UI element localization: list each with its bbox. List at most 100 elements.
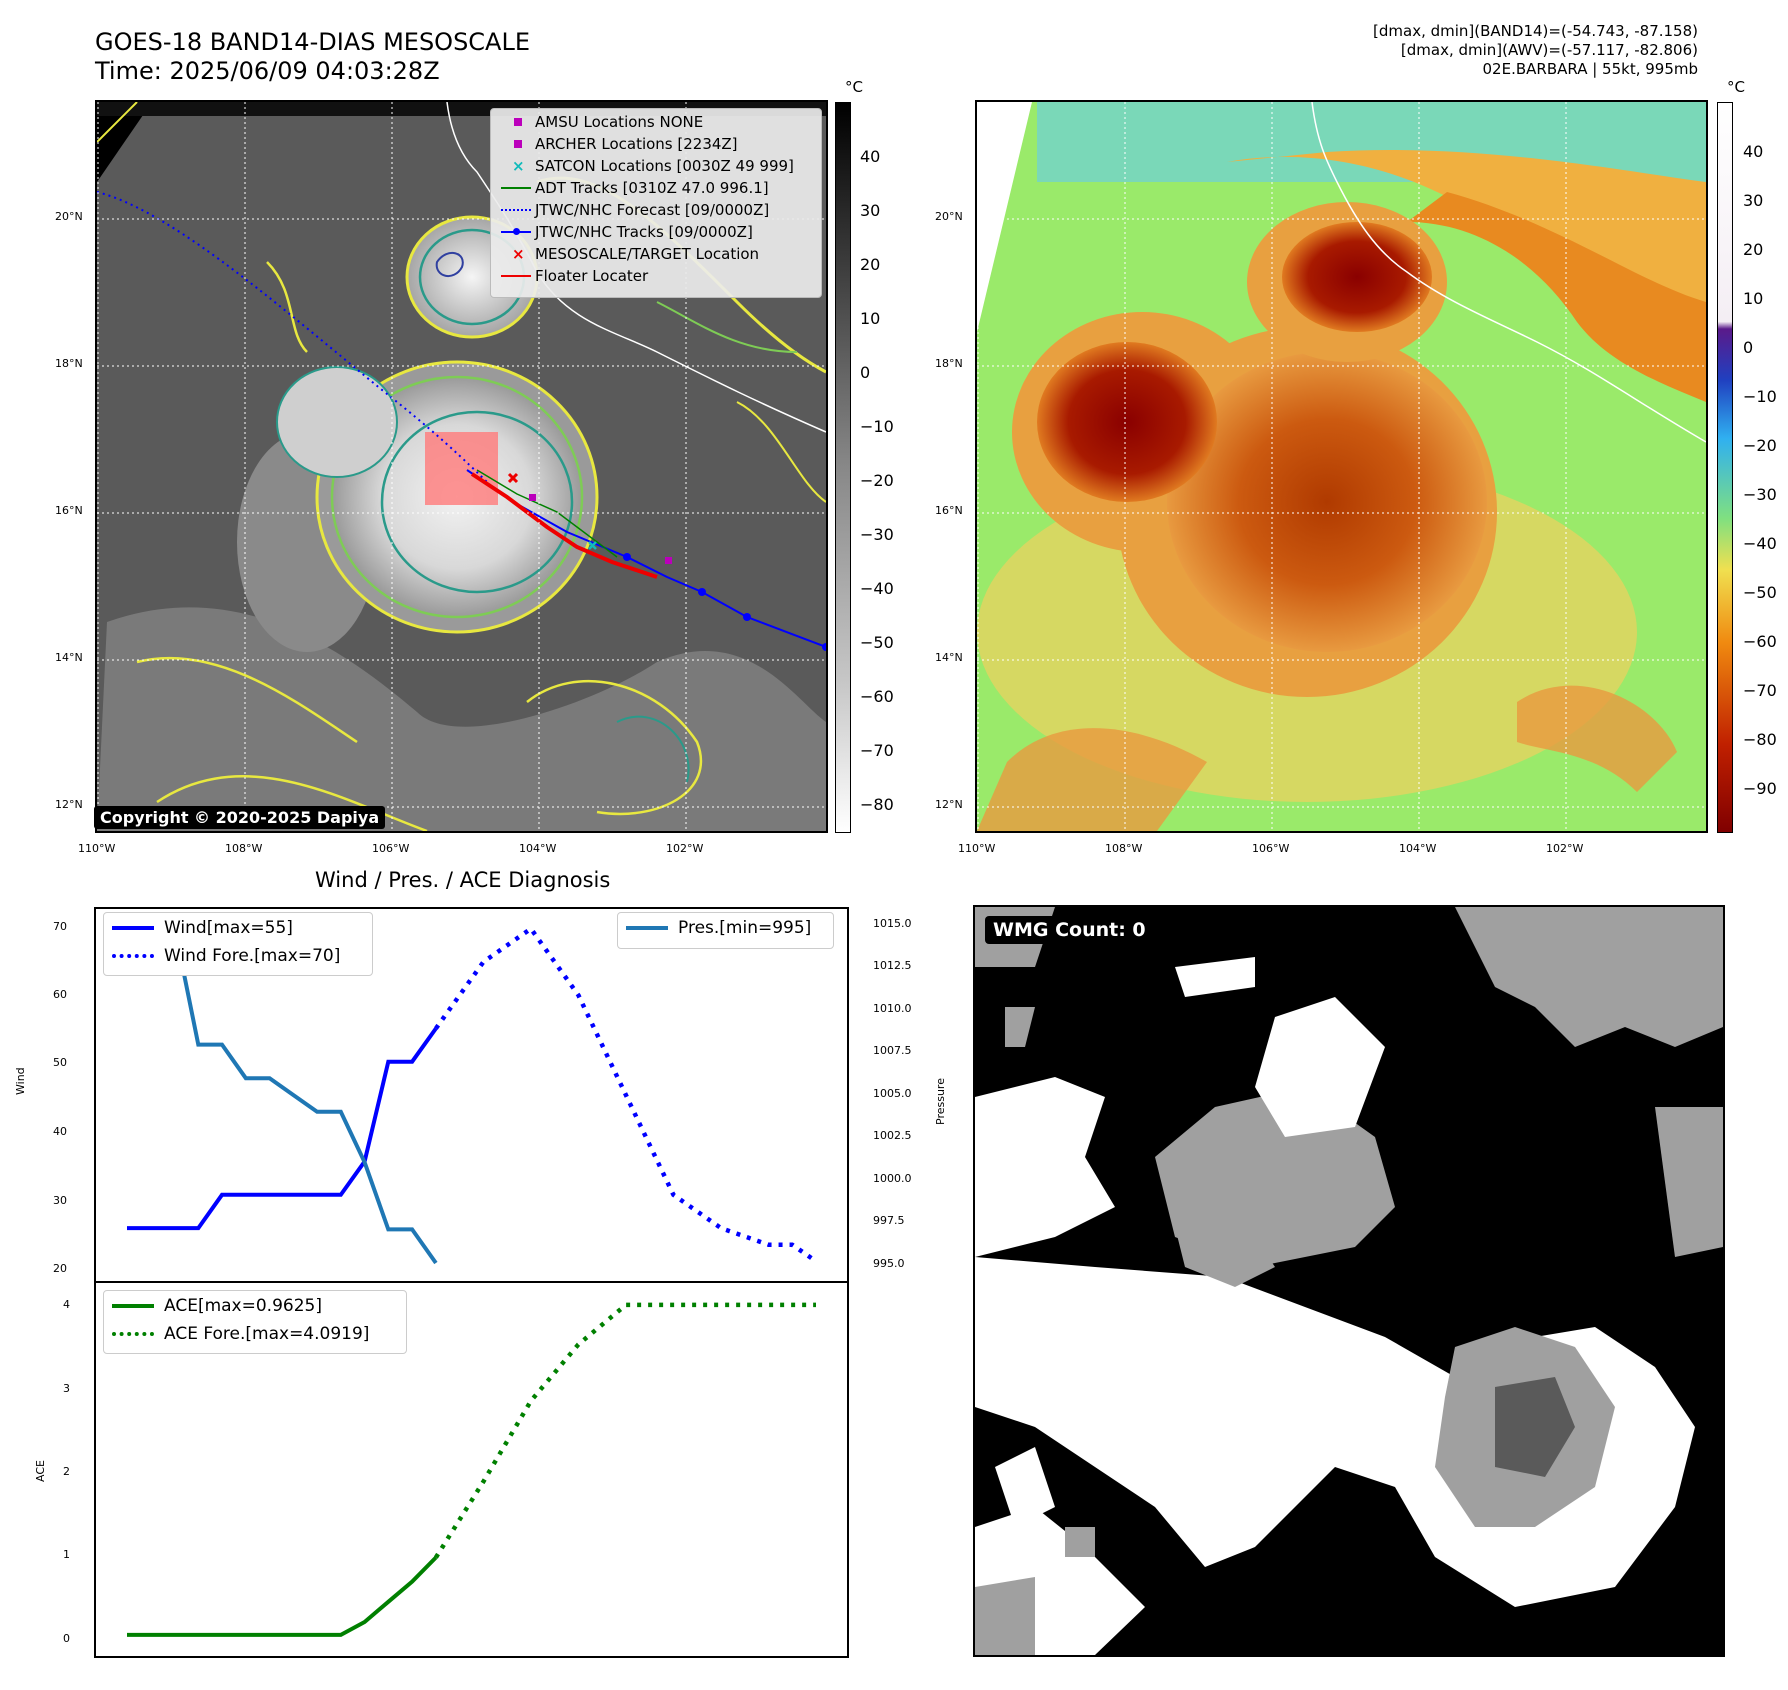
legend-item-floater: Floater Locater	[499, 265, 648, 287]
legend-item-tracks: JTWC/NHC Tracks [09/0000Z]	[499, 221, 753, 243]
pressure-tick: 995.0	[873, 1257, 905, 1270]
title-line-1: GOES-18 BAND14-DIAS MESOSCALE	[95, 28, 531, 56]
red-x-icon: ×	[512, 245, 525, 263]
lon-label: 106°W	[372, 842, 410, 855]
blue-line-dot-icon	[499, 221, 535, 243]
ace-tick: 1	[63, 1548, 70, 1561]
ir-map-panel	[95, 100, 828, 833]
magenta-square-icon	[499, 133, 535, 155]
copyright-badge: Copyright © 2020-2025 Dapiya	[94, 806, 386, 829]
colorbar-tick: 20	[1743, 240, 1764, 259]
legend-item-wind-forecast: Wind Fore.[max=70]	[112, 946, 340, 966]
ir-legend: AMSU Locations NONE ARCHER Locations [22…	[490, 108, 822, 298]
lon-label: 106°W	[1252, 842, 1290, 855]
stats-line-2: [dmax, dmin](AWV)=(-57.117, -82.806)	[1400, 41, 1698, 59]
awv-colorbar-unit: °C	[1727, 78, 1745, 96]
colorbar-tick: −10	[1743, 387, 1777, 406]
figure-title: GOES-18 BAND14-DIAS MESOSCALE Time: 2025…	[95, 28, 530, 86]
magenta-square-icon	[499, 111, 535, 133]
wind-legend: Wind[max=55] Wind Fore.[max=70]	[103, 912, 373, 976]
wmg-map-image	[975, 907, 1723, 1655]
pressure-tick: 1012.5	[873, 959, 912, 972]
blue-dotted-line-icon	[112, 954, 154, 958]
lat-label: 12°N	[935, 798, 963, 811]
colorbar-tick: 0	[1743, 338, 1754, 357]
pressure-legend: Pres.[min=995]	[617, 912, 834, 949]
colorbar-tick: −30	[1743, 485, 1777, 504]
lat-label: 14°N	[55, 651, 83, 664]
legend-item-archer: ARCHER Locations [2234Z]	[499, 133, 738, 155]
legend-item-ace-forecast: ACE Fore.[max=4.0919]	[112, 1324, 369, 1344]
legend-item-adt: ADT Tracks [0310Z 47.0 996.1]	[499, 177, 769, 199]
ace-tick: 3	[63, 1382, 70, 1395]
lat-label: 18°N	[935, 357, 963, 370]
green-dotted-line-icon	[112, 1332, 154, 1336]
pressure-tick: 997.5	[873, 1214, 905, 1227]
lon-label: 102°W	[666, 842, 704, 855]
awv-map-panel	[975, 100, 1708, 833]
cyan-x-icon: ×	[512, 157, 525, 175]
colorbar-tick: −50	[1743, 583, 1777, 602]
colorbar-tick: 10	[1743, 289, 1764, 308]
colorbar-tick: 40	[860, 147, 881, 166]
pressure-tick: 1007.5	[873, 1044, 912, 1057]
ir-colorbar	[835, 102, 851, 833]
colorbar-tick: −20	[1743, 436, 1777, 455]
ace-tick: 4	[63, 1298, 70, 1311]
colorbar-tick: −10	[860, 417, 894, 436]
colorbar-tick: −70	[860, 741, 894, 760]
colorbar-tick: −60	[860, 687, 894, 706]
lat-label: 16°N	[935, 504, 963, 517]
lat-label: 14°N	[935, 651, 963, 664]
wind-tick: 20	[53, 1262, 67, 1275]
lon-label: 104°W	[1399, 842, 1437, 855]
wind-axis-label: Wind	[14, 1067, 27, 1095]
colorbar-tick: 30	[860, 201, 881, 220]
lat-label: 20°N	[55, 210, 83, 223]
ace-series-line	[127, 1556, 438, 1637]
wind-forecast-series-line	[434, 925, 818, 1264]
legend-item-satcon: × SATCON Locations [0030Z 49 999]	[499, 155, 794, 177]
ace-forecast-series-line	[433, 1302, 816, 1559]
colorbar-tick: −60	[1743, 632, 1777, 651]
pressure-axis-label: Pressure	[934, 1078, 947, 1125]
blue-dotted-line-icon	[499, 199, 535, 221]
stats-line-3: 02E.BARBARA | 55kt, 995mb	[1482, 60, 1698, 78]
ace-legend: ACE[max=0.9625] ACE Fore.[max=4.0919]	[103, 1290, 407, 1354]
ace-plot-frame	[94, 1281, 849, 1658]
wind-tick: 70	[53, 920, 67, 933]
colorbar-tick: −70	[1743, 681, 1777, 700]
ace-tick: 2	[63, 1465, 70, 1478]
legend-item-forecast: JTWC/NHC Forecast [09/0000Z]	[499, 199, 769, 221]
blue-line-icon	[112, 926, 154, 930]
awv-map-image	[977, 102, 1706, 831]
pressure-tick: 1000.0	[873, 1172, 912, 1185]
legend-item-wind: Wind[max=55]	[112, 918, 293, 938]
awv-colorbar	[1717, 102, 1733, 833]
wmg-map-panel	[973, 905, 1725, 1657]
pressure-tick: 1002.5	[873, 1129, 912, 1142]
title-line-2: Time: 2025/06/09 04:03:28Z	[95, 57, 440, 85]
colorbar-tick: −90	[1743, 779, 1777, 798]
legend-item-pressure: Pres.[min=995]	[626, 918, 811, 938]
wind-series-line	[127, 1027, 438, 1231]
lat-label: 12°N	[55, 798, 83, 811]
lon-label: 108°W	[1105, 842, 1143, 855]
wind-tick: 60	[53, 988, 67, 1001]
colorbar-tick: −80	[860, 795, 894, 814]
wind-tick: 50	[53, 1056, 67, 1069]
ace-axis-label: ACE	[34, 1460, 47, 1482]
colorbar-tick: −40	[860, 579, 894, 598]
diag-title: Wind / Pres. / ACE Diagnosis	[315, 868, 611, 892]
lat-label: 18°N	[55, 357, 83, 370]
red-line-icon	[499, 265, 535, 287]
pressure-tick: 1005.0	[873, 1087, 912, 1100]
lat-label: 16°N	[55, 504, 83, 517]
lon-label: 110°W	[958, 842, 996, 855]
colorbar-tick: −20	[860, 471, 894, 490]
steelblue-line-icon	[626, 926, 668, 930]
diag-chart	[94, 907, 849, 1658]
lat-label: 20°N	[935, 210, 963, 223]
colorbar-tick: −30	[860, 525, 894, 544]
wind-tick: 30	[53, 1194, 67, 1207]
